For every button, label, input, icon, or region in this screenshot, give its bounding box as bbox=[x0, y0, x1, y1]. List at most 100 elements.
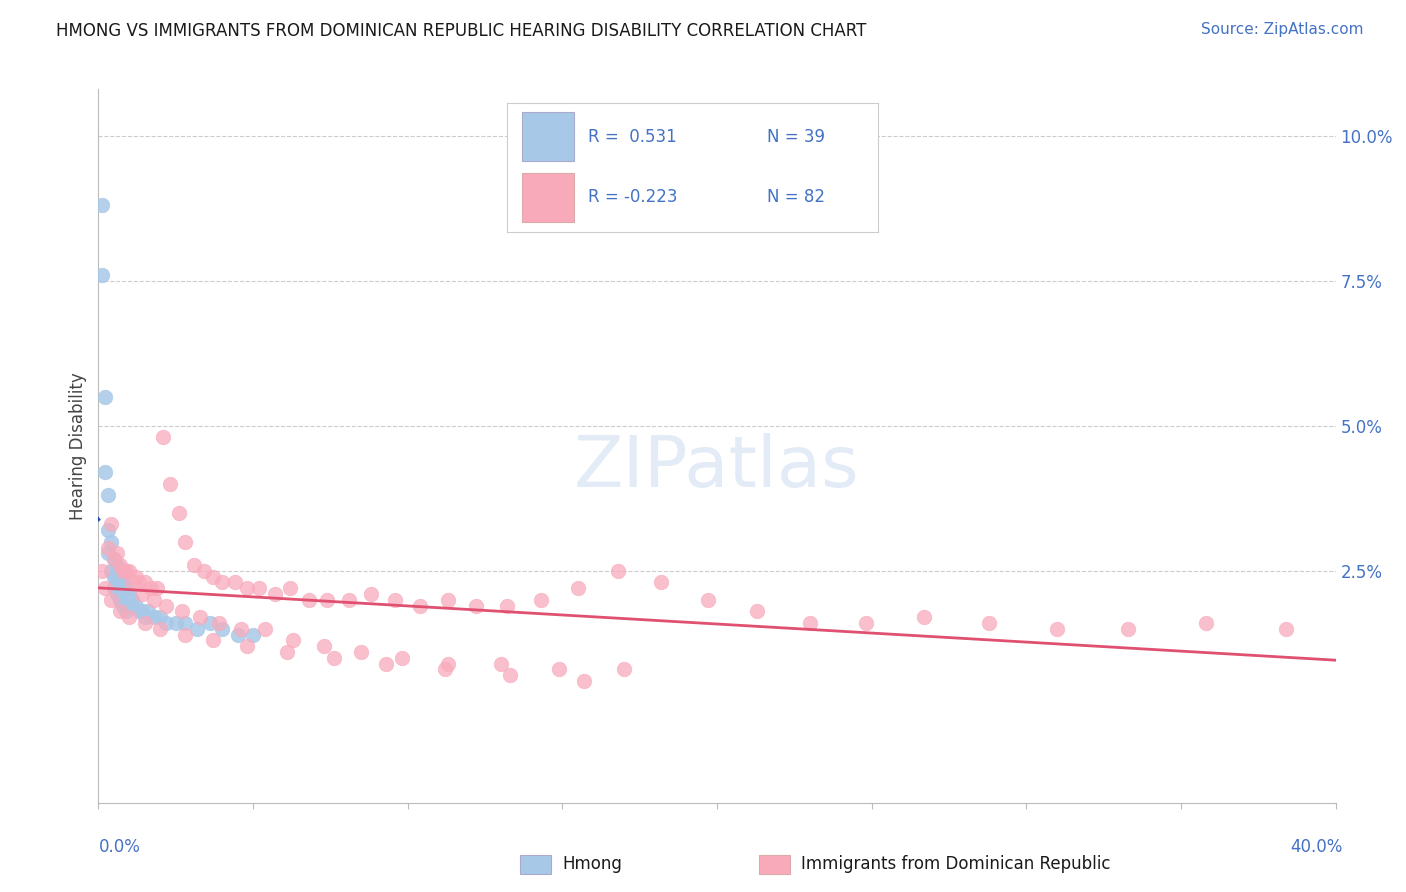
Point bbox=[97, 541, 120, 555]
Point bbox=[103, 581, 125, 595]
Point bbox=[548, 662, 571, 676]
Point bbox=[167, 506, 190, 520]
Point bbox=[1195, 615, 1218, 630]
Point bbox=[159, 476, 181, 491]
Point bbox=[131, 604, 153, 618]
Point bbox=[1118, 622, 1140, 636]
Point bbox=[572, 673, 595, 688]
Point bbox=[105, 546, 128, 560]
Point bbox=[183, 558, 205, 572]
Point bbox=[747, 604, 769, 618]
Point bbox=[124, 599, 146, 613]
Point bbox=[108, 569, 131, 583]
Point bbox=[115, 581, 138, 595]
Point bbox=[112, 564, 135, 578]
Point bbox=[97, 546, 120, 560]
Point bbox=[97, 523, 120, 537]
Point bbox=[567, 581, 589, 595]
Point bbox=[124, 569, 146, 583]
Point bbox=[489, 657, 512, 671]
Point bbox=[152, 430, 174, 444]
Point bbox=[201, 569, 224, 583]
Point bbox=[242, 627, 264, 641]
Point bbox=[174, 615, 197, 630]
Point bbox=[112, 599, 135, 613]
Point bbox=[499, 668, 522, 682]
Point bbox=[350, 645, 373, 659]
Point bbox=[149, 610, 172, 624]
Point bbox=[198, 615, 221, 630]
Point bbox=[93, 465, 115, 479]
Point bbox=[103, 569, 125, 583]
Point bbox=[170, 604, 193, 618]
Point bbox=[100, 517, 122, 532]
Point bbox=[193, 564, 215, 578]
Point bbox=[322, 650, 344, 665]
Text: 0.0%: 0.0% bbox=[98, 838, 141, 856]
Point bbox=[236, 581, 259, 595]
Point bbox=[391, 650, 413, 665]
Point bbox=[155, 615, 177, 630]
Point bbox=[186, 622, 208, 636]
Point bbox=[97, 488, 120, 502]
Point bbox=[211, 575, 233, 590]
Text: Hmong: Hmong bbox=[562, 855, 623, 873]
Point bbox=[437, 657, 460, 671]
Point bbox=[799, 615, 821, 630]
Point bbox=[174, 534, 197, 549]
Point bbox=[118, 599, 141, 613]
Point bbox=[139, 581, 162, 595]
Point bbox=[495, 599, 517, 613]
Point bbox=[433, 662, 456, 676]
Point bbox=[375, 657, 398, 671]
Point bbox=[100, 564, 122, 578]
Text: 40.0%: 40.0% bbox=[1291, 838, 1343, 856]
Point bbox=[229, 622, 252, 636]
Point bbox=[143, 592, 166, 607]
Text: ZIPatlas: ZIPatlas bbox=[574, 433, 860, 502]
Point bbox=[530, 592, 553, 607]
Text: Source: ZipAtlas.com: Source: ZipAtlas.com bbox=[1201, 22, 1364, 37]
Point bbox=[90, 268, 112, 282]
Point bbox=[337, 592, 360, 607]
Point bbox=[409, 599, 432, 613]
Y-axis label: Hearing Disability: Hearing Disability bbox=[69, 372, 87, 520]
Point bbox=[254, 622, 277, 636]
Point bbox=[437, 592, 460, 607]
Point bbox=[650, 575, 672, 590]
Point bbox=[134, 575, 156, 590]
Point bbox=[118, 564, 141, 578]
Point bbox=[263, 587, 285, 601]
Point bbox=[136, 604, 159, 618]
Point bbox=[316, 592, 339, 607]
Point bbox=[128, 575, 150, 590]
Point bbox=[1275, 622, 1298, 636]
Point bbox=[143, 610, 166, 624]
Point bbox=[131, 587, 153, 601]
Point bbox=[696, 592, 718, 607]
Point bbox=[149, 622, 172, 636]
Text: HMONG VS IMMIGRANTS FROM DOMINICAN REPUBLIC HEARING DISABILITY CORRELATION CHART: HMONG VS IMMIGRANTS FROM DOMINICAN REPUB… bbox=[56, 22, 866, 40]
Point bbox=[298, 592, 321, 607]
Point bbox=[211, 622, 233, 636]
Point bbox=[121, 575, 143, 590]
Point bbox=[384, 592, 406, 607]
Point bbox=[226, 627, 249, 641]
Point bbox=[134, 615, 156, 630]
Point bbox=[93, 581, 115, 595]
Point bbox=[105, 558, 128, 572]
Point bbox=[105, 575, 128, 590]
Point bbox=[112, 575, 135, 590]
Point bbox=[100, 534, 122, 549]
Point bbox=[146, 581, 169, 595]
Point bbox=[100, 592, 122, 607]
Point bbox=[121, 592, 143, 607]
Point bbox=[118, 610, 141, 624]
Point bbox=[90, 198, 112, 212]
Point bbox=[208, 615, 231, 630]
Text: Immigrants from Dominican Republic: Immigrants from Dominican Republic bbox=[801, 855, 1111, 873]
Point bbox=[118, 587, 141, 601]
Point bbox=[224, 575, 246, 590]
Point bbox=[314, 639, 336, 653]
Point bbox=[108, 604, 131, 618]
